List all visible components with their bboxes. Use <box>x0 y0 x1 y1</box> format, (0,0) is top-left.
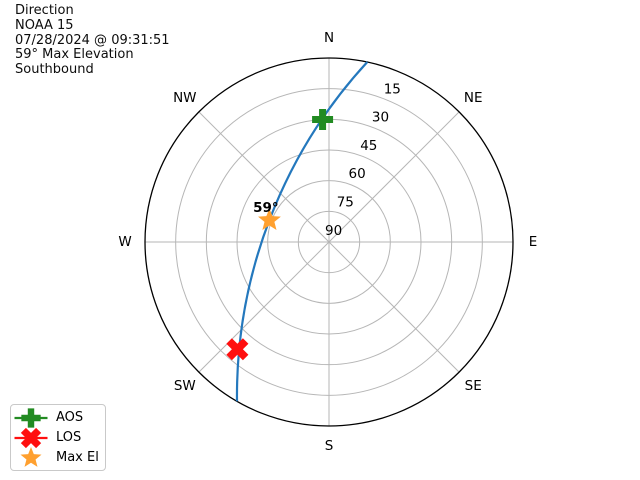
compass-label-e: E <box>529 234 538 250</box>
pass-markers <box>226 109 334 361</box>
elevation-tick-label: 75 <box>337 195 354 211</box>
pass-info-title: Direction <box>15 3 74 18</box>
elevation-ring <box>236 149 422 335</box>
aos-marker <box>312 109 334 131</box>
polar-grid <box>144 57 514 427</box>
pass-info-text: Direction NOAA 15 07/28/2024 @ 09:31:51 … <box>15 3 170 78</box>
pass-info-satellite: NOAA 15 <box>15 17 74 33</box>
los-marker <box>226 338 249 361</box>
max-el-marker <box>258 208 281 231</box>
los-x-icon <box>14 427 48 448</box>
legend-item-aos: AOS <box>14 408 105 428</box>
elevation-tick-label: 30 <box>372 110 389 126</box>
legend-star-glyph <box>20 446 42 467</box>
legend-x-glyph <box>20 427 42 448</box>
max-el-star-icon <box>20 446 42 467</box>
aos-plus-icon <box>14 408 48 428</box>
horizon-circle <box>144 57 514 427</box>
satellite-trajectory-line <box>235 61 369 402</box>
pass-info-max-elevation: 59° Max Elevation <box>15 47 134 63</box>
plot-labels: 15 30 45 60 75 90 N NE E SE S SW W NW 59° <box>118 30 537 454</box>
legend-label-max-el: Max El <box>56 449 99 465</box>
elevation-tick-label: 90 <box>325 223 342 239</box>
compass-label-s: S <box>325 438 334 454</box>
elevation-tick-label: 45 <box>360 138 377 154</box>
compass-label-n: N <box>324 30 334 46</box>
elevation-tick-label: 60 <box>349 166 366 182</box>
legend: AOS LOS Max El <box>10 404 106 471</box>
pass-info-direction: Southbound <box>15 62 94 78</box>
legend-plus-glyph <box>21 408 41 428</box>
compass-label-w: W <box>118 234 131 250</box>
compass-label-se: SE <box>465 378 482 394</box>
legend-label-los: LOS <box>56 430 82 446</box>
compass-label-sw: SW <box>174 378 196 394</box>
elevation-ring <box>175 88 483 396</box>
legend-label-aos: AOS <box>56 410 84 426</box>
elevation-ring <box>297 210 361 274</box>
pass-info-timestamp: 07/28/2024 @ 09:31:51 <box>15 32 170 48</box>
compass-label-ne: NE <box>464 90 483 106</box>
compass-label-nw: NW <box>173 90 196 106</box>
legend-item-max-el: Max El <box>14 446 105 468</box>
max-elevation-annotation: 59° <box>253 200 279 216</box>
elevation-ring <box>267 180 391 304</box>
legend-item-los: LOS <box>14 427 105 448</box>
elevation-tick-label: 15 <box>384 81 401 97</box>
